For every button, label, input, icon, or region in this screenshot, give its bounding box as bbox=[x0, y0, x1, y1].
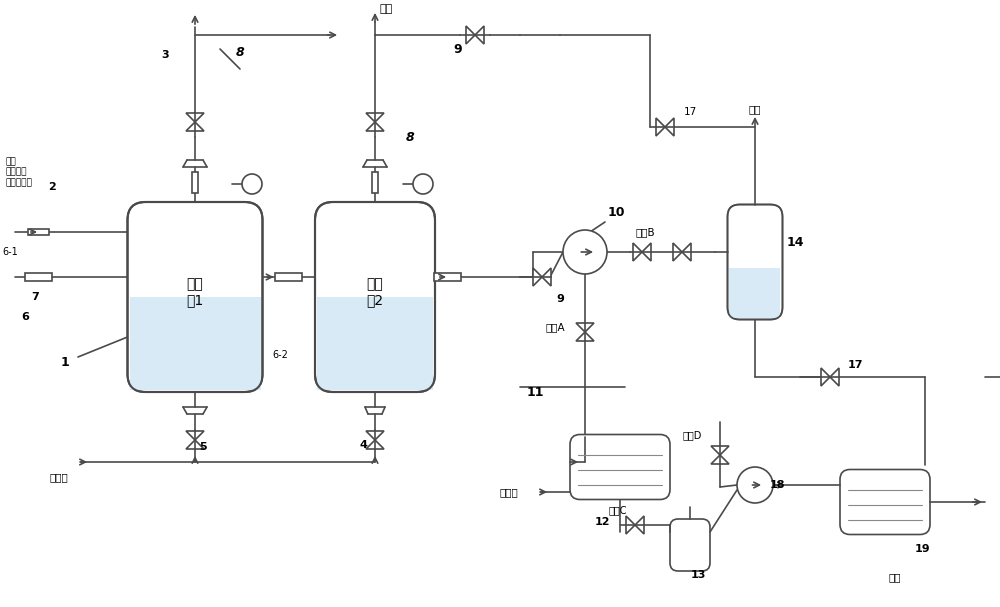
Polygon shape bbox=[830, 368, 839, 386]
FancyBboxPatch shape bbox=[315, 202, 435, 392]
FancyBboxPatch shape bbox=[840, 469, 930, 535]
Bar bbox=[28, 229, 49, 235]
Text: 2: 2 bbox=[48, 182, 56, 192]
Text: 1: 1 bbox=[61, 356, 69, 368]
Text: 5: 5 bbox=[199, 442, 207, 452]
Text: 17: 17 bbox=[683, 107, 697, 117]
Text: 蒸汽
热油循環
燃燒器余熱: 蒸汽 热油循環 燃燒器余熱 bbox=[5, 157, 32, 187]
Text: 阀门D: 阀门D bbox=[682, 430, 702, 440]
Text: 排放: 排放 bbox=[380, 4, 393, 14]
Polygon shape bbox=[821, 368, 830, 386]
Polygon shape bbox=[576, 332, 594, 341]
Text: 排放: 排放 bbox=[749, 104, 761, 114]
Bar bbox=[275, 273, 302, 280]
Bar bbox=[130, 297, 260, 390]
Polygon shape bbox=[366, 440, 384, 449]
Polygon shape bbox=[542, 268, 551, 286]
Bar bbox=[192, 172, 198, 192]
Circle shape bbox=[413, 174, 433, 194]
Text: 冷盐水: 冷盐水 bbox=[499, 487, 518, 497]
Bar bbox=[729, 268, 780, 317]
Text: 14: 14 bbox=[786, 236, 804, 248]
Text: 蒸汽: 蒸汽 bbox=[889, 572, 901, 582]
Bar bbox=[372, 172, 378, 192]
Text: 8: 8 bbox=[236, 46, 244, 58]
Text: 废气管: 废气管 bbox=[50, 472, 69, 482]
Polygon shape bbox=[656, 118, 665, 136]
Text: 6-2: 6-2 bbox=[273, 350, 288, 360]
Circle shape bbox=[737, 467, 773, 503]
Text: 6-1: 6-1 bbox=[2, 247, 18, 257]
FancyBboxPatch shape bbox=[128, 202, 262, 392]
Polygon shape bbox=[533, 268, 542, 286]
Text: 18: 18 bbox=[769, 480, 785, 490]
Polygon shape bbox=[711, 455, 729, 464]
Polygon shape bbox=[186, 440, 204, 449]
Polygon shape bbox=[633, 243, 642, 261]
Text: 7: 7 bbox=[31, 292, 39, 302]
Text: 阀门B: 阀门B bbox=[635, 227, 655, 237]
Polygon shape bbox=[576, 323, 594, 332]
Polygon shape bbox=[711, 446, 729, 455]
Polygon shape bbox=[475, 26, 484, 44]
Text: 阀门C: 阀门C bbox=[609, 505, 627, 515]
Polygon shape bbox=[366, 431, 384, 440]
FancyBboxPatch shape bbox=[728, 205, 782, 319]
Polygon shape bbox=[642, 243, 651, 261]
Polygon shape bbox=[466, 26, 475, 44]
Text: 4: 4 bbox=[359, 440, 367, 450]
Text: 11: 11 bbox=[526, 385, 544, 399]
Polygon shape bbox=[366, 113, 384, 122]
Bar bbox=[434, 273, 461, 280]
Text: 9: 9 bbox=[454, 42, 462, 55]
Text: 12: 12 bbox=[594, 517, 610, 527]
Polygon shape bbox=[186, 431, 204, 440]
Polygon shape bbox=[626, 516, 635, 534]
Polygon shape bbox=[366, 122, 384, 131]
Polygon shape bbox=[665, 118, 674, 136]
Bar bbox=[24, 273, 52, 280]
Polygon shape bbox=[186, 122, 204, 131]
Text: 17: 17 bbox=[847, 360, 863, 370]
Circle shape bbox=[242, 174, 262, 194]
FancyBboxPatch shape bbox=[670, 519, 710, 571]
Polygon shape bbox=[635, 516, 644, 534]
Bar bbox=[317, 297, 433, 390]
Text: 10: 10 bbox=[608, 206, 626, 219]
Text: 3: 3 bbox=[161, 50, 169, 60]
FancyBboxPatch shape bbox=[570, 435, 670, 500]
Text: 吸附
塔1: 吸附 塔1 bbox=[186, 277, 204, 307]
Polygon shape bbox=[186, 113, 204, 122]
Polygon shape bbox=[673, 243, 682, 261]
Text: 9: 9 bbox=[556, 294, 564, 304]
Text: 阀门A: 阀门A bbox=[545, 322, 565, 332]
Polygon shape bbox=[682, 243, 691, 261]
Text: 13: 13 bbox=[690, 570, 706, 580]
Text: 吸附
塔2: 吸附 塔2 bbox=[366, 277, 384, 307]
Text: 8: 8 bbox=[406, 131, 414, 143]
Text: 6: 6 bbox=[21, 312, 29, 322]
Circle shape bbox=[563, 230, 607, 274]
Text: 19: 19 bbox=[915, 544, 931, 554]
